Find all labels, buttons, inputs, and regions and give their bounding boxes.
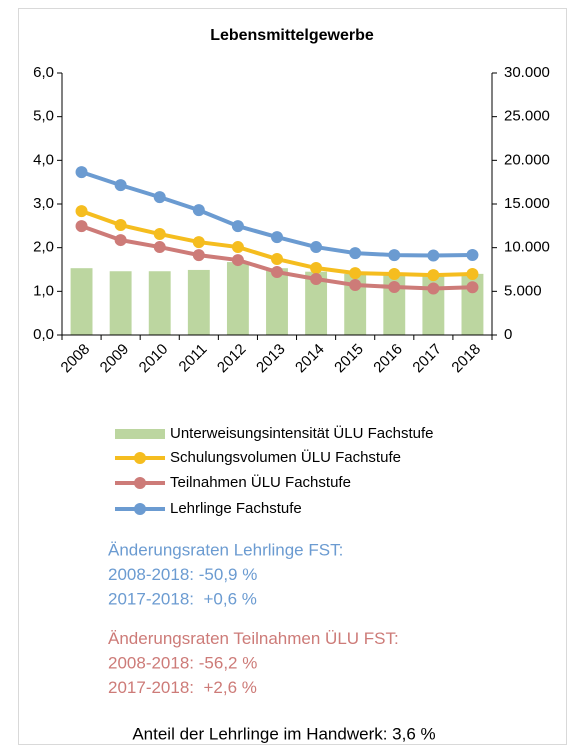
- series-marker: [271, 253, 283, 266]
- x-tick-label: 2013: [253, 341, 289, 377]
- legend-swatch: [115, 429, 165, 439]
- series-marker: [192, 249, 205, 262]
- annotation: 2008-2018: -56,2 %: [108, 653, 257, 672]
- x-tick-label: 2008: [58, 341, 94, 377]
- series-marker: [388, 249, 401, 262]
- series-marker: [427, 249, 440, 262]
- y-tick-label: 0,0: [33, 326, 54, 343]
- y2-tick-label: 25.000: [504, 108, 550, 125]
- bar: [109, 271, 132, 335]
- legend-label: Teilnahmen ÜLU Fachstufe: [170, 473, 351, 491]
- legend-label: Schulungsvolumen ÜLU Fachstufe: [170, 448, 401, 466]
- series-marker: [114, 219, 127, 232]
- series-marker: [271, 231, 283, 244]
- y2-tick-label: 15.000: [504, 195, 550, 212]
- series-marker: [466, 281, 479, 294]
- series-marker: [153, 191, 166, 204]
- series-marker: [388, 280, 401, 293]
- annotation: 2008-2018: -50,9 %: [108, 565, 257, 584]
- legend-marker: [134, 477, 146, 489]
- series-marker: [349, 247, 362, 260]
- y-tick-label: 6,0: [33, 64, 54, 81]
- series-marker: [427, 282, 440, 295]
- series-marker: [192, 236, 205, 249]
- series-marker: [231, 241, 244, 254]
- legend-marker: [134, 503, 146, 515]
- legend-marker: [134, 452, 146, 464]
- series-marker: [75, 166, 88, 179]
- legend-label: Unterweisungsintensität ÜLU Fachstufe: [170, 424, 433, 442]
- y-tick-label: 3,0: [33, 195, 54, 212]
- series-marker: [75, 205, 88, 218]
- x-tick-label: 2014: [292, 341, 328, 377]
- series-marker: [114, 179, 127, 192]
- x-tick-label: 2010: [136, 341, 172, 377]
- y2-tick-label: 10.000: [504, 239, 550, 256]
- y-tick-label: 4,0: [33, 151, 54, 168]
- bar: [187, 269, 210, 335]
- x-tick-label: 2018: [448, 341, 484, 377]
- y-tick-label: 2,0: [33, 239, 54, 256]
- x-tick-label: 2016: [370, 341, 406, 377]
- annotation: 2017-2018: +0,6 %: [108, 589, 257, 608]
- bar: [305, 271, 328, 335]
- series-marker: [114, 234, 127, 247]
- x-tick-label: 2011: [176, 341, 211, 376]
- y-tick-label: 1,0: [33, 282, 54, 299]
- series-marker: [310, 273, 323, 286]
- bar: [70, 268, 93, 335]
- series-marker: [153, 228, 166, 241]
- series-marker: [75, 220, 88, 233]
- x-tick-label: 2012: [214, 341, 250, 377]
- y2-tick-label: 30.000: [504, 64, 550, 81]
- y-tick-label: 5,0: [33, 108, 54, 125]
- series-marker: [349, 267, 362, 280]
- series-marker: [466, 249, 479, 262]
- series-marker: [153, 241, 166, 254]
- series-marker: [192, 204, 205, 217]
- bar: [148, 271, 171, 335]
- series-marker: [310, 262, 323, 275]
- legend-label: Lehrlinge Fachstufe: [170, 500, 302, 517]
- bar: [266, 268, 288, 335]
- x-tick-label: 2017: [409, 341, 445, 377]
- bar: [344, 273, 367, 335]
- series-marker: [466, 268, 479, 281]
- annotation: Änderungsraten Lehrlinge FST:: [108, 540, 343, 559]
- x-tick-label: 2009: [97, 341, 133, 377]
- x-tick-label: 2015: [331, 341, 367, 377]
- y2-tick-label: 0: [504, 326, 512, 343]
- series-marker: [427, 269, 440, 282]
- series-marker: [310, 241, 323, 254]
- series-marker: [231, 254, 244, 267]
- series-marker: [271, 266, 283, 279]
- chart-title: Lebensmittelgewerbe: [210, 27, 374, 44]
- y2-tick-label: 20.000: [504, 151, 550, 168]
- y2-tick-label: 5.000: [504, 282, 542, 299]
- frame: [18, 8, 567, 745]
- footnote: Anteil der Lehrlinge im Handwerk: 3,6 %: [132, 724, 435, 743]
- series-marker: [231, 220, 244, 233]
- series-marker: [349, 279, 362, 292]
- series-marker: [388, 268, 401, 281]
- annotation: 2017-2018: +2,6 %: [108, 678, 257, 697]
- annotation: Änderungsraten Teilnahmen ÜLU FST:: [108, 629, 399, 648]
- bar: [226, 262, 249, 335]
